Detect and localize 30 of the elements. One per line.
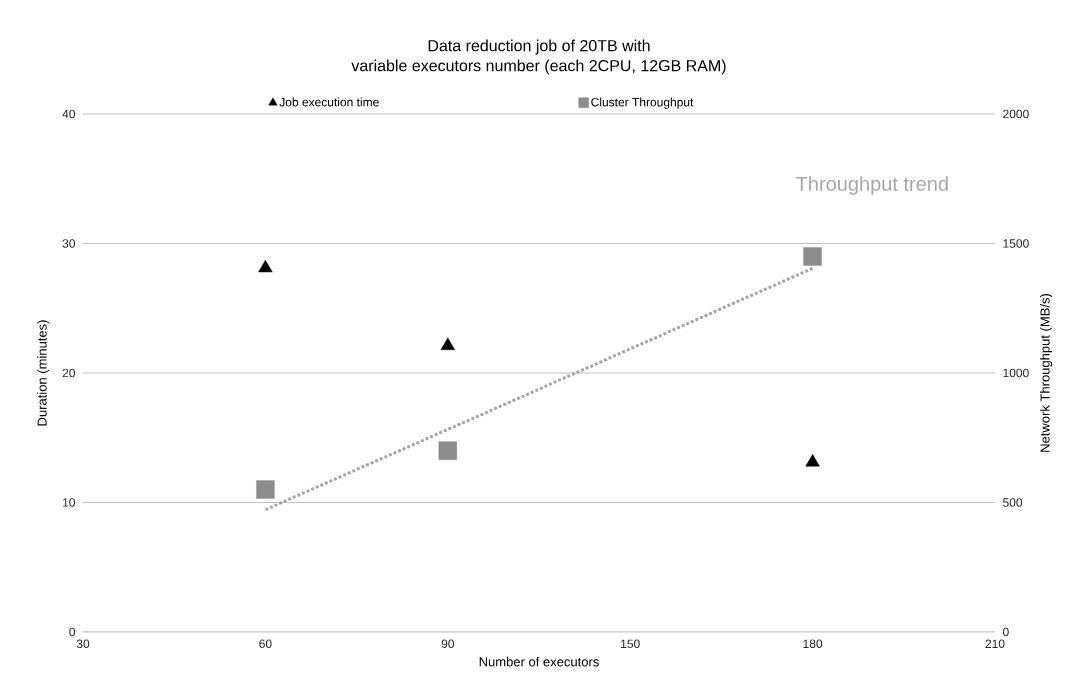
point bbox=[256, 480, 275, 499]
y2-tick-label: 2000 bbox=[1003, 109, 1029, 119]
y-tick-label: 30 bbox=[62, 239, 76, 248]
y2-tick-label: 1000 bbox=[1003, 368, 1029, 378]
legend-label: Job execution time bbox=[279, 97, 379, 107]
text: Throughput trend bbox=[796, 176, 948, 195]
point bbox=[805, 454, 820, 467]
y-tick-label: 10 bbox=[63, 498, 76, 507]
y2-tick-label: 1500 bbox=[1003, 239, 1029, 248]
x-tick-label: 30 bbox=[76, 639, 90, 649]
x-tick-label: 210 bbox=[985, 639, 1005, 649]
line-series bbox=[263, 266, 815, 512]
y-axis-title: Duration (minutes) bbox=[37, 320, 50, 426]
point bbox=[440, 337, 455, 350]
x-tick-label: 60 bbox=[259, 639, 272, 649]
y-tick-label: 40 bbox=[62, 109, 76, 119]
y2-tick-label: 0 bbox=[1003, 627, 1009, 637]
y2-axis-title: Network Throughput (MB/s) bbox=[1040, 293, 1053, 452]
chart-title: Data reduction job of 20TB with variable executors number (each 2CPU, 12GB RAM) bbox=[351, 39, 726, 75]
point bbox=[803, 247, 822, 266]
y-tick-label: 20 bbox=[62, 368, 76, 378]
y2-tick-label: 500 bbox=[1003, 498, 1023, 507]
legend-label: Cluster Throughput bbox=[591, 97, 694, 109]
point bbox=[438, 441, 458, 460]
x-tick-label: 150 bbox=[621, 639, 640, 649]
x-axis-title: Number of executors bbox=[479, 656, 599, 667]
y-tick-label: 0 bbox=[69, 627, 76, 637]
x-tick-label: 180 bbox=[803, 639, 823, 649]
point bbox=[258, 259, 273, 273]
x-tick-label: 90 bbox=[441, 639, 455, 649]
